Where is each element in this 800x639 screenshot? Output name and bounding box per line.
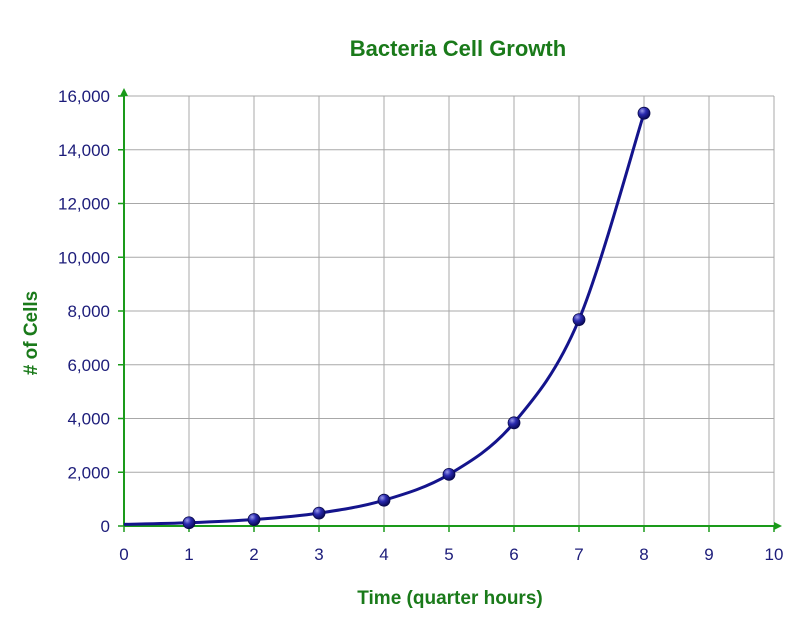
x-tick-label: 4 bbox=[379, 545, 388, 564]
x-tick-label: 5 bbox=[444, 545, 453, 564]
x-axis-label: Time (quarter hours) bbox=[357, 588, 543, 609]
y-tick-label: 8,000 bbox=[67, 302, 110, 321]
x-tick-label: 1 bbox=[184, 545, 193, 564]
chart-title: Bacteria Cell Growth bbox=[349, 36, 567, 61]
data-point bbox=[377, 493, 391, 507]
x-axis-arrow bbox=[774, 522, 782, 530]
y-axis-arrow bbox=[120, 88, 128, 96]
x-tick-label: 7 bbox=[574, 545, 583, 564]
x-tick-label: 8 bbox=[639, 545, 648, 564]
y-tick-label: 16,000 bbox=[58, 87, 110, 106]
x-tick-label: 3 bbox=[314, 545, 323, 564]
y-tick-label: 6,000 bbox=[67, 356, 110, 375]
data-point bbox=[507, 416, 521, 430]
y-tick-label: 0 bbox=[101, 517, 110, 536]
x-tick-label: 9 bbox=[704, 545, 713, 564]
y-tick-label: 12,000 bbox=[58, 195, 110, 214]
y-tick-label: 2,000 bbox=[67, 463, 110, 482]
x-tick-label: 10 bbox=[765, 545, 784, 564]
data-point bbox=[312, 506, 326, 520]
data-point bbox=[572, 313, 586, 327]
y-axis-label: # of Cells bbox=[21, 290, 42, 376]
y-tick-label: 14,000 bbox=[58, 141, 110, 160]
data-point bbox=[247, 513, 261, 526]
data-point bbox=[442, 467, 456, 481]
y-tick-label: 4,000 bbox=[67, 410, 110, 429]
x-tick-label: 2 bbox=[249, 545, 258, 564]
x-tick-label: 6 bbox=[509, 545, 518, 564]
x-tick-label: 0 bbox=[119, 545, 128, 564]
data-point bbox=[637, 106, 651, 120]
data-point bbox=[182, 516, 196, 530]
y-tick-label: 10,000 bbox=[58, 248, 110, 267]
